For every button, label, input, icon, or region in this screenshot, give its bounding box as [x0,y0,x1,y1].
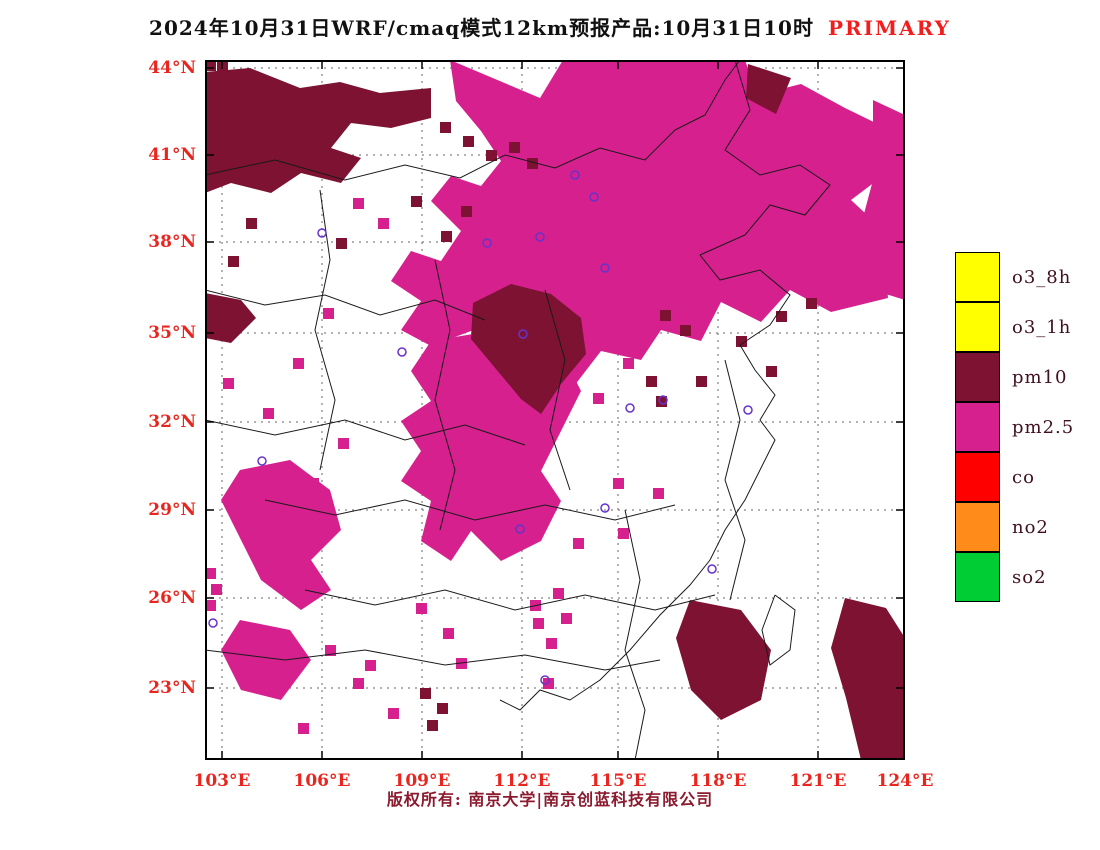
lat-label: 38°N [148,232,196,252]
legend-label: o3_1h [1012,316,1072,338]
lat-label: 26°N [148,588,196,608]
boundary-layer [205,60,831,760]
legend-label: so2 [1012,566,1047,588]
lon-label: 103°E [193,771,251,791]
lon-label: 121°E [789,771,847,791]
lon-label: 109°E [393,771,451,791]
legend-label: no2 [1012,516,1049,538]
lon-label: 115°E [589,771,647,791]
legend-item: co [955,451,1074,502]
pollutant-layer [205,60,905,760]
page-title: 2024年10月31日WRF/cmaq模式12km预报产品:10月31日10时 P… [0,12,1100,41]
lat-label: 44°N [148,58,196,78]
copyright-footer: 版权所有: 南京大学|南京创蓝科技有限公司 [386,790,714,809]
legend-swatch [955,551,1000,602]
lon-label: 112°E [493,771,551,791]
legend-swatch [955,501,1000,552]
map-area [205,60,905,760]
lon-label: 106°E [293,771,351,791]
lat-label: 32°N [148,412,196,432]
legend-swatch [955,401,1000,452]
legend-swatch [955,451,1000,502]
legend-item: pm10 [955,351,1074,402]
title-main: 2024年10月31日WRF/cmaq模式12km预报产品:10月31日10时 [149,16,814,40]
legend-label: pm2.5 [1012,416,1075,438]
legend-label: pm10 [1012,366,1068,388]
legend-label: co [1012,466,1035,488]
legend-swatch [955,252,1000,302]
legend-item: so2 [955,551,1074,602]
lon-label: 118°E [689,771,747,791]
lat-label: 35°N [148,323,196,343]
legend-label: o3_8h [1012,266,1072,288]
legend-item: o3_8h [955,252,1074,302]
lat-label: 23°N [148,678,196,698]
legend-swatch [955,351,1000,402]
legend-item: no2 [955,501,1074,552]
map-svg [205,60,905,760]
legend-item: pm2.5 [955,401,1075,452]
frame-layer [205,60,905,760]
legend-swatch [955,301,1000,352]
title-highlight: PRIMARY [827,16,951,40]
lon-label: 124°E [876,771,934,791]
legend-item: o3_1h [955,301,1074,352]
lat-label: 41°N [148,145,196,165]
city-marker-layer [208,170,753,685]
legend: o3_8h o3_1h pm10 pm2.5 co no2 so2 [955,252,1074,602]
lat-label: 29°N [148,500,196,520]
